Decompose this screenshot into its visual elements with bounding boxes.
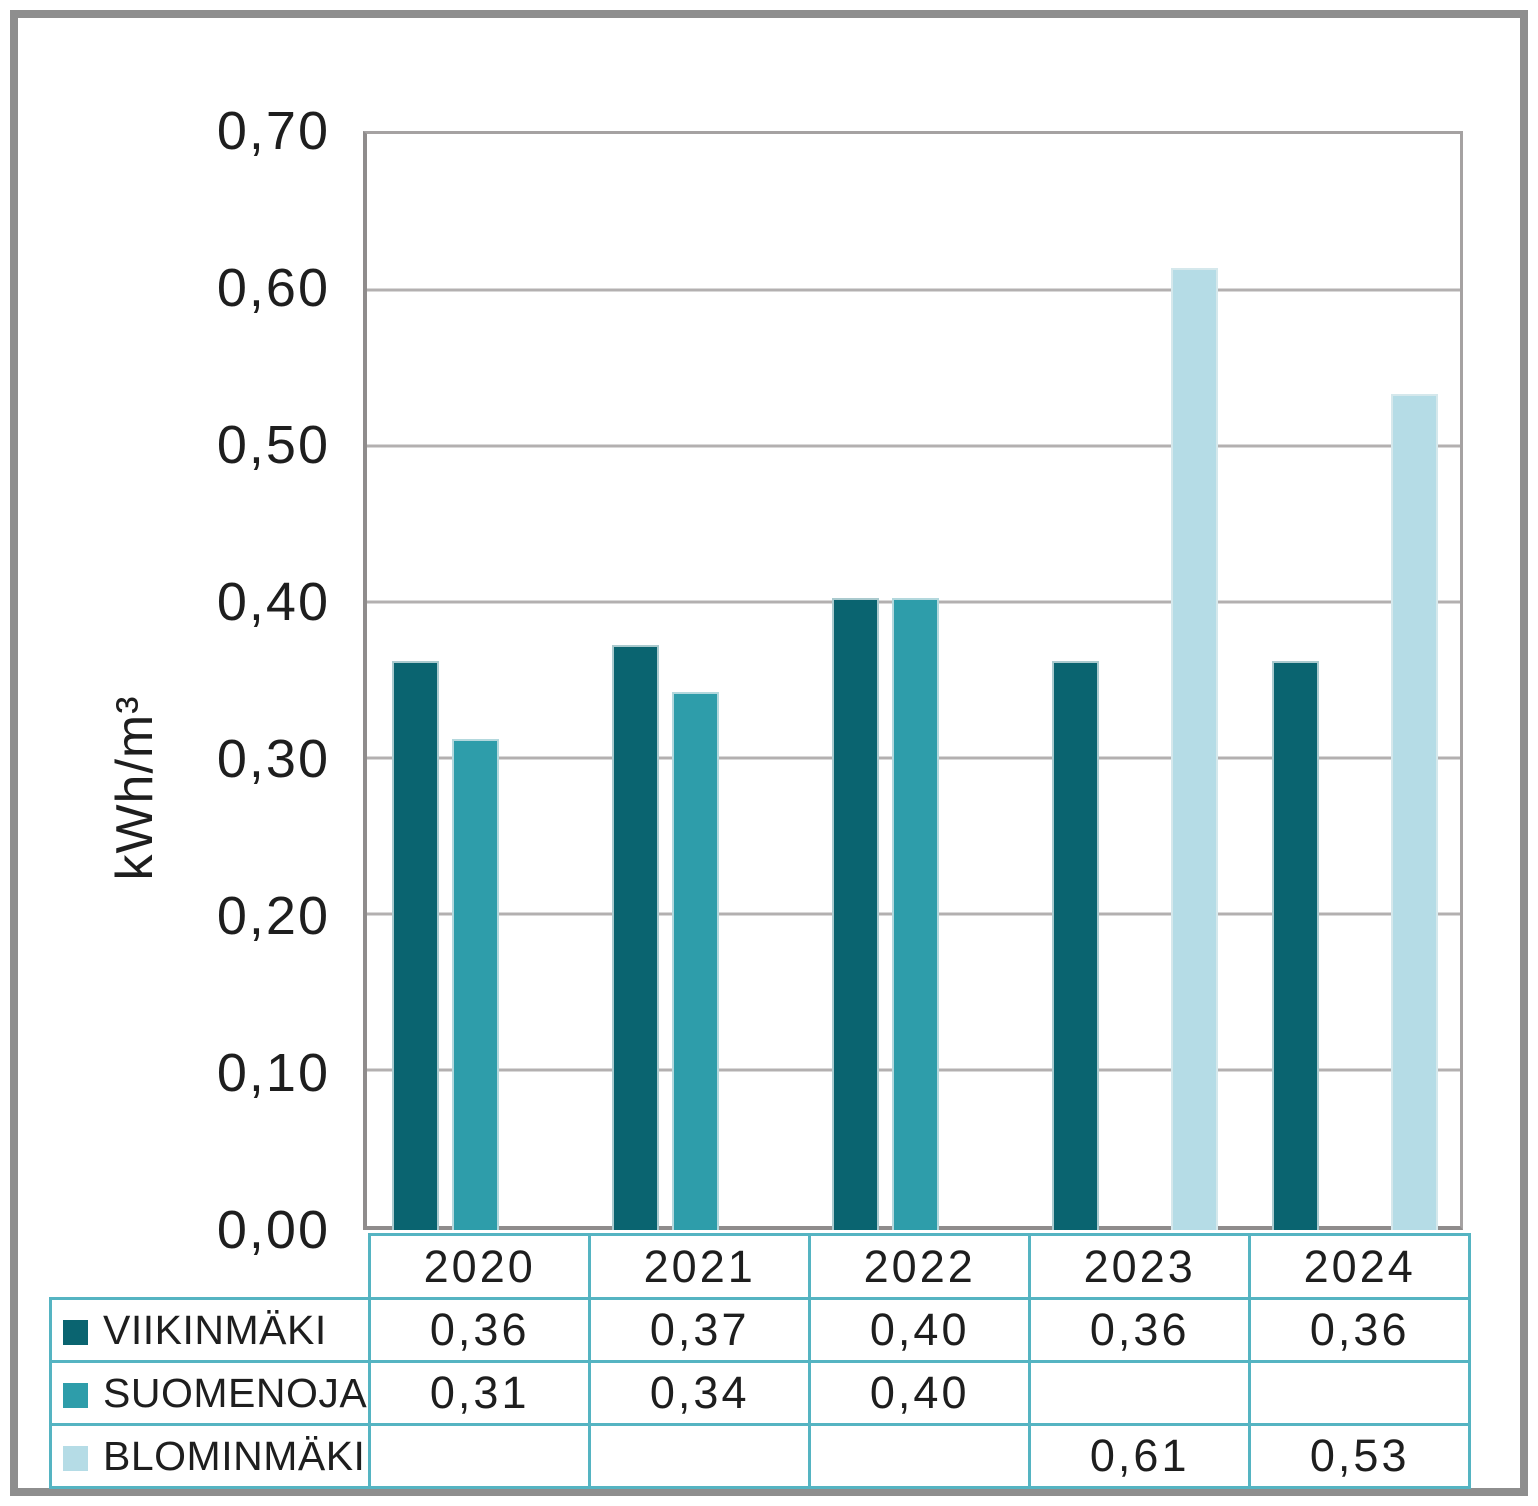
y-tick-label: 0,60 [216, 258, 330, 318]
value-cell [368, 1423, 592, 1489]
value-cell [1248, 1360, 1472, 1426]
legend-label-cell: BLOMINMÄKI [48, 1423, 372, 1489]
bar-suomenoja-2022 [891, 598, 939, 1230]
table-row-blominmäki: BLOMINMÄKI 0,61 0,53 [48, 1423, 1472, 1489]
year-header-cell: 2022 [808, 1233, 1032, 1300]
bar-viikinmäki-2020 [392, 660, 439, 1230]
year-header-cell: 2024 [1248, 1233, 1472, 1300]
series-name: VIIKINMÄKI [103, 1306, 327, 1353]
value-cell: 0,53 [1248, 1423, 1472, 1489]
legend-label-cell: VIIKINMÄKI [48, 1297, 372, 1363]
table-header-row: 2020 2021 2022 2023 2024 [51, 1233, 1472, 1300]
gridline [367, 444, 1460, 448]
y-axis-tick-labels: 0,70 0,60 0,50 0,40 0,30 0,20 0,10 0,00 [0, 101, 330, 1260]
legend-swatch-icon [63, 1445, 88, 1471]
y-tick-label: 0,30 [216, 729, 330, 789]
legend-swatch-icon [63, 1319, 88, 1345]
series-name: SUOMENOJA [103, 1369, 368, 1416]
year-header-cell: 2020 [368, 1233, 592, 1300]
value-cell: 0,31 [368, 1360, 592, 1426]
bar-suomenoja-2020 [451, 739, 499, 1230]
y-tick-label: 0,20 [216, 886, 330, 946]
legend-swatch-icon [63, 1382, 88, 1408]
y-tick-label: 0,00 [216, 1200, 330, 1260]
value-cell [588, 1423, 812, 1489]
value-cell [808, 1423, 1032, 1489]
value-cell: 0,61 [1028, 1423, 1252, 1489]
value-cell: 0,36 [1248, 1297, 1472, 1363]
y-tick-label: 0,70 [216, 101, 330, 161]
table-row-suomenoja: SUOMENOJA 0,31 0,34 0,40 [48, 1360, 1472, 1426]
bar-suomenoja-2021 [671, 692, 719, 1230]
value-cell: 0,40 [808, 1297, 1032, 1363]
legend-label-cell: SUOMENOJA [48, 1360, 372, 1426]
value-cell: 0,36 [1028, 1297, 1252, 1363]
y-tick-label: 0,40 [216, 572, 330, 632]
value-cell: 0,36 [368, 1297, 592, 1363]
bar-blominmäki-2023 [1171, 268, 1218, 1230]
y-tick-label: 0,50 [216, 415, 330, 475]
series-name: BLOMINMÄKI [103, 1432, 366, 1479]
bar-viikinmäki-2023 [1052, 660, 1099, 1230]
y-tick-label: 0,10 [216, 1043, 330, 1103]
year-header-cell: 2023 [1028, 1233, 1252, 1300]
value-cell: 0,34 [588, 1360, 812, 1426]
year-header-cell: 2021 [588, 1233, 812, 1300]
data-table-legend: 2020 2021 2022 2023 2024 VIIKINMÄKI 0,36 0,37 0,… [48, 1233, 1472, 1489]
bar-blominmäki-2024 [1391, 393, 1438, 1230]
table-corner-cell [51, 1235, 370, 1299]
bar-viikinmäki-2024 [1272, 660, 1319, 1230]
value-cell [1028, 1360, 1252, 1426]
gridline [367, 288, 1460, 292]
bar-viikinmäki-2022 [832, 598, 879, 1230]
value-cell: 0,37 [588, 1297, 812, 1363]
bar-viikinmäki-2021 [612, 645, 659, 1230]
plot-area [363, 131, 1463, 1230]
table-row-viikinmäki: VIIKINMÄKI 0,36 0,37 0,40 0,36 0,36 [48, 1297, 1472, 1363]
value-cell: 0,40 [808, 1360, 1032, 1426]
